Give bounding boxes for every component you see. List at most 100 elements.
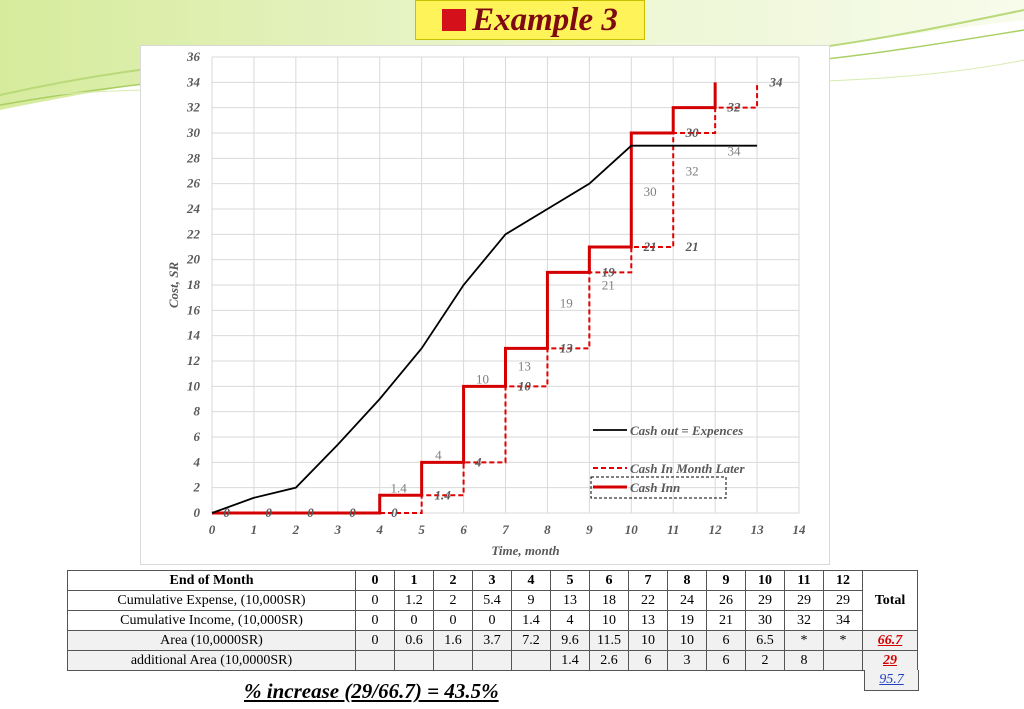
- x-tick-label: 11: [667, 522, 679, 537]
- x-tick-label: 9: [586, 522, 593, 537]
- area-total-value: 66.7: [877, 632, 903, 648]
- data-label-cash-inn: 19: [560, 295, 573, 310]
- x-tick-label: 10: [625, 522, 639, 537]
- data-label-cash-in-later: 0: [391, 505, 398, 520]
- x-tick-label: 3: [334, 522, 342, 537]
- y-tick-label: 18: [187, 277, 201, 292]
- data-label-cash-in-later: 21: [685, 239, 699, 254]
- row-label: additional Area (10,0000SR): [67, 650, 356, 671]
- y-tick-label: 16: [187, 302, 201, 317]
- series-cash-inn: [212, 82, 717, 515]
- table-cell: 13: [628, 610, 668, 631]
- header-month: 10: [745, 570, 785, 591]
- table-cell: 6: [706, 630, 746, 651]
- data-label-cash-in-later: 19: [602, 264, 616, 279]
- header-month: 8: [667, 570, 707, 591]
- table-cell: [823, 650, 863, 671]
- y-tick-label: 26: [186, 176, 201, 191]
- data-label-cash-in-later: 0: [349, 505, 356, 520]
- table-row: additional Area (10,0000SR) 1.4 2.6 6 3 …: [67, 650, 918, 671]
- header-month: 6: [589, 570, 629, 591]
- data-label-cash-in-later: 13: [560, 340, 574, 355]
- x-tick-label: 12: [709, 522, 723, 537]
- area-total: 66.7: [862, 630, 918, 651]
- table-cell: 9: [511, 590, 551, 611]
- table-cell: 8: [784, 650, 824, 671]
- y-tick-label: 4: [193, 454, 201, 469]
- table-cell: 1.4: [511, 610, 551, 631]
- legend-label-cash-in-later: Cash In Month Later: [630, 461, 745, 476]
- table-cell: 7.2: [511, 630, 551, 651]
- y-tick-label: 22: [186, 226, 201, 241]
- table-cell: 3.7: [472, 630, 512, 651]
- header-month: 4: [511, 570, 551, 591]
- table-cell: [472, 650, 512, 671]
- table-row: Cumulative Income, (10,000SR) 0 0 0 0 1.…: [67, 610, 918, 631]
- table-cell: 6: [628, 650, 668, 671]
- data-label-cash-inn: 34: [728, 143, 742, 158]
- table-cell: 2: [433, 590, 473, 611]
- series-cash-out-expences: [211, 144, 758, 514]
- additional-area-total-value: 29: [883, 652, 897, 668]
- header-month: 2: [433, 570, 473, 591]
- y-tick-label: 30: [186, 125, 201, 140]
- table-cell: 0: [394, 610, 434, 631]
- table-cell: 1.6: [433, 630, 473, 651]
- header-month: 12: [823, 570, 863, 591]
- data-label-cash-in-later: 0: [265, 505, 272, 520]
- y-tick-label: 8: [194, 404, 201, 419]
- y-tick-label: 32: [186, 100, 201, 115]
- y-tick-label: 36: [186, 49, 201, 64]
- x-tick-label: 8: [544, 522, 551, 537]
- row-label: Area (10,0000SR): [67, 630, 356, 651]
- table-cell: [433, 650, 473, 671]
- legend-label-cash-inn: Cash Inn: [630, 480, 680, 495]
- table-cell: 0: [472, 610, 512, 631]
- row-label: Cumulative Expense, (10,000SR): [67, 590, 356, 611]
- header-month: 11: [784, 570, 824, 591]
- data-label-cash-in-later: 1.4: [434, 487, 451, 502]
- data-label-cash-in-later: 0: [307, 505, 314, 520]
- x-tick-label: 2: [292, 522, 300, 537]
- table-cell: 4: [550, 610, 590, 631]
- table-cell: *: [823, 630, 863, 651]
- data-label-cash-in-later: 0: [223, 505, 230, 520]
- table-cell: 30: [745, 610, 785, 631]
- table-cell: 18: [589, 590, 629, 611]
- table-cell: 10: [628, 630, 668, 651]
- x-tick-label: 6: [460, 522, 467, 537]
- x-tick-label: 13: [751, 522, 765, 537]
- data-label-cash-inn: 13: [518, 359, 531, 374]
- table-cell: 0: [355, 590, 395, 611]
- y-tick-label: 12: [187, 353, 201, 368]
- grand-total-value: 95.7: [879, 672, 904, 687]
- header-month: 5: [550, 570, 590, 591]
- table-cell: [355, 650, 395, 671]
- table-cell: 3: [667, 650, 707, 671]
- x-tick-label: 5: [418, 522, 425, 537]
- y-tick-label: 34: [186, 74, 201, 89]
- y-tick-label: 20: [186, 252, 201, 267]
- legend-selection-box: [590, 476, 727, 499]
- table-cell: 5.4: [472, 590, 512, 611]
- table-cell: 24: [667, 590, 707, 611]
- y-tick-label: 10: [187, 378, 201, 393]
- table-cell: 19: [667, 610, 707, 631]
- data-table: End of Month 0 1 2 3 4 5 6 7 8 9 10 11 1…: [67, 570, 918, 671]
- table-cell: 22: [628, 590, 668, 611]
- header-month: 3: [472, 570, 512, 591]
- table-cell: 0: [433, 610, 473, 631]
- legend-label-expences: Cash out = Expences: [630, 423, 743, 438]
- table-cell: 2: [745, 650, 785, 671]
- y-axis-label: Cost, SR: [166, 262, 181, 309]
- chart-area: 0 2 4 6 8 10 12 14 16 18 20 22 24 26 28 30 32 34 36 0 1 2 3 4 5 6…: [140, 45, 830, 565]
- data-label-cash-in-later: 10: [518, 378, 532, 393]
- data-label-cash-in-later: 4: [474, 454, 482, 469]
- table-cell: 26: [706, 590, 746, 611]
- header-month: 0: [355, 570, 395, 591]
- data-label-cash-in-later: 30: [685, 125, 700, 140]
- x-tick-label: 0: [209, 522, 216, 537]
- table-cell: 29: [784, 590, 824, 611]
- table-cell: 11.5: [589, 630, 629, 651]
